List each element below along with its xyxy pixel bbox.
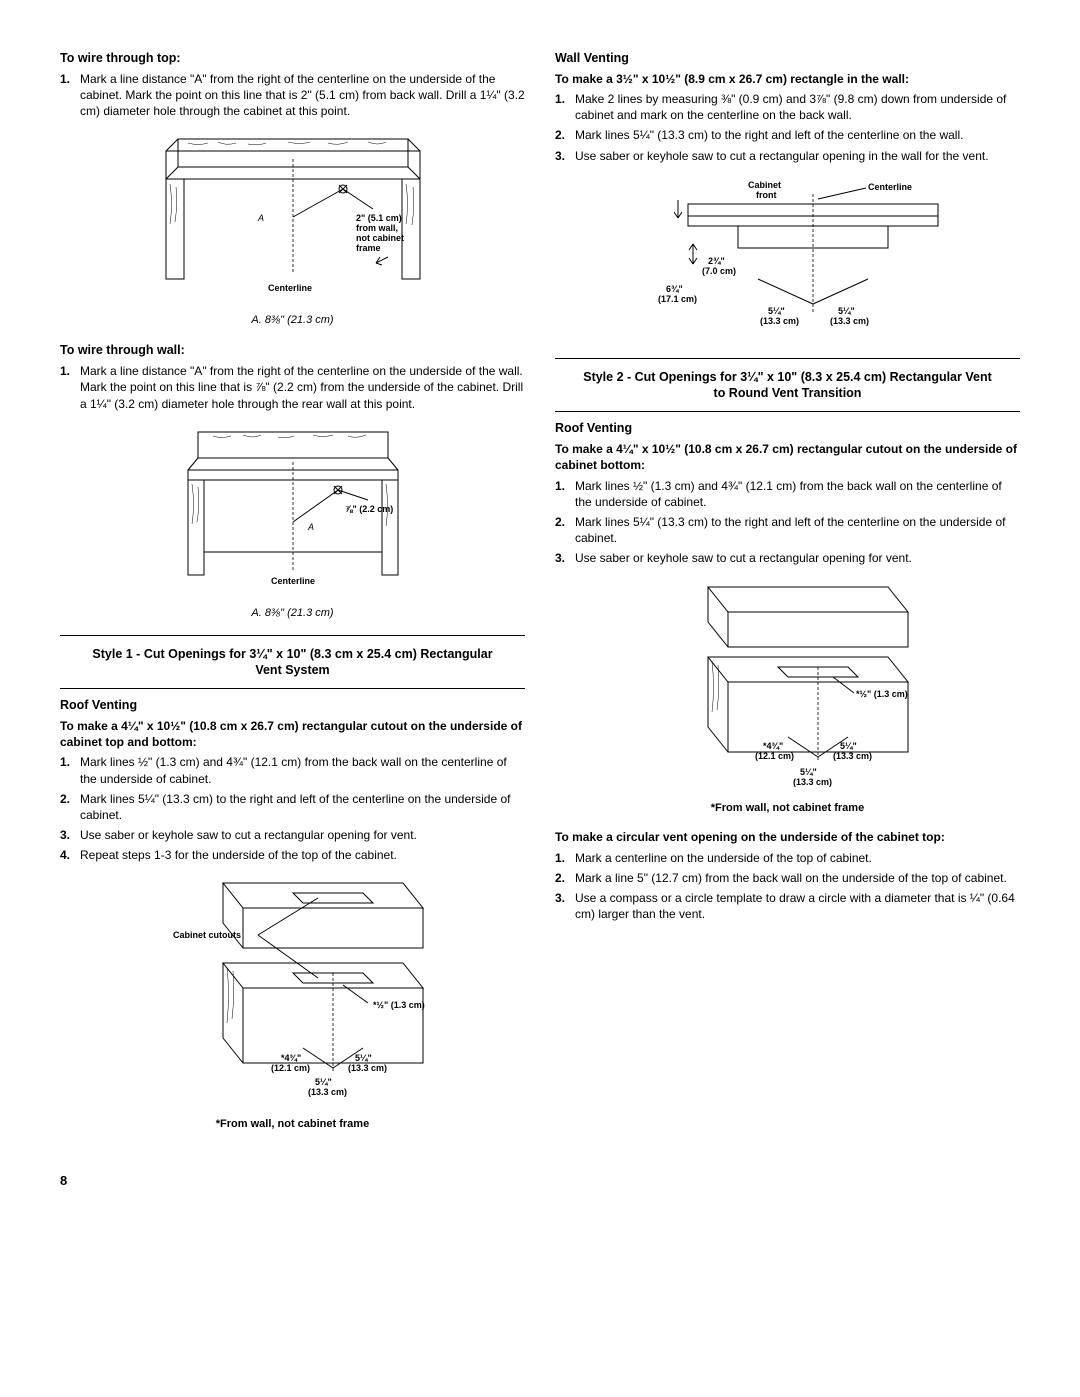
- left-column: To wire through top: 1.Mark a line dista…: [60, 50, 525, 1146]
- subheading-wall: To make a 3½" x 10½" (8.9 cm x 26.7 cm) …: [555, 71, 1020, 87]
- svg-text:Centerline: Centerline: [868, 182, 912, 192]
- svg-text:*½" (1.3 cm): *½" (1.3 cm): [373, 1000, 425, 1010]
- subheading-roof-2: To make a 4¼" x 10½" (10.8 cm x 26.7 cm)…: [555, 441, 1020, 473]
- svg-text:6¾": 6¾": [666, 284, 683, 294]
- heading-wire-wall: To wire through wall:: [60, 342, 525, 359]
- svg-text:5¼": 5¼": [315, 1077, 332, 1087]
- diagram-wire-top: A 2" (5.1 cm) from wall, not cabinet fra…: [60, 129, 525, 328]
- style1-heading: Style 1 - Cut Openings for 3¼" x 10" (8.…: [88, 646, 497, 679]
- steps-wall-vent: 1.Make 2 lines by measuring ⅜" (0.9 cm) …: [555, 91, 1020, 164]
- svg-text:*4¾": *4¾": [763, 741, 783, 751]
- steps-roof-2: 1.Mark lines ½" (1.3 cm) and 4¾" (12.1 c…: [555, 478, 1020, 567]
- style2-heading: Style 2 - Cut Openings for 3¼" x 10" (8.…: [583, 369, 992, 402]
- svg-text:(13.3 cm): (13.3 cm): [308, 1087, 347, 1097]
- svg-text:(17.1 cm): (17.1 cm): [658, 294, 697, 304]
- svg-text:5¼": 5¼": [355, 1053, 372, 1063]
- svg-text:frame: frame: [356, 243, 381, 253]
- heading-roof-venting-1: Roof Venting: [60, 697, 525, 714]
- heading-wall-venting: Wall Venting: [555, 50, 1020, 67]
- svg-text:Cabinet cutouts: Cabinet cutouts: [173, 930, 241, 940]
- subheading-roof-1: To make a 4¼" x 10½" (10.8 cm x 26.7 cm)…: [60, 718, 525, 750]
- svg-text:*4¾": *4¾": [281, 1053, 301, 1063]
- svg-text:⅞" (2.2 cm): ⅞" (2.2 cm): [345, 504, 393, 514]
- divider: [555, 411, 1020, 412]
- heading-roof-venting-2: Roof Venting: [555, 420, 1020, 437]
- subheading-circular: To make a circular vent opening on the u…: [555, 829, 1020, 845]
- svg-text:from wall,: from wall,: [356, 223, 398, 233]
- divider: [555, 358, 1020, 359]
- svg-text:5¼": 5¼": [800, 767, 817, 777]
- steps-wire-wall: 1.Mark a line distance "A" from the righ…: [60, 363, 525, 412]
- svg-text:(7.0 cm): (7.0 cm): [702, 266, 736, 276]
- svg-text:(12.1 cm): (12.1 cm): [271, 1063, 310, 1073]
- svg-text:5¼": 5¼": [840, 741, 857, 751]
- heading-wire-top: To wire through top:: [60, 50, 525, 67]
- svg-text:2¾": 2¾": [708, 256, 725, 266]
- divider: [60, 635, 525, 636]
- svg-text:(13.3 cm): (13.3 cm): [348, 1063, 387, 1073]
- diagram-wall-vent: Centerline Cabinet front 2¾" (7.0 cm) 6¾…: [555, 174, 1020, 344]
- svg-text:Centerline: Centerline: [271, 576, 315, 586]
- svg-text:2" (5.1 cm): 2" (5.1 cm): [356, 213, 402, 223]
- svg-text:Centerline: Centerline: [268, 283, 312, 293]
- svg-text:*½" (1.3 cm): *½" (1.3 cm): [856, 689, 908, 699]
- svg-text:(13.3 cm): (13.3 cm): [830, 316, 869, 326]
- svg-text:front: front: [756, 190, 777, 200]
- label-A: A: [257, 213, 264, 223]
- step-text: Mark a line distance "A" from the right …: [80, 71, 525, 120]
- svg-text:A: A: [307, 522, 314, 532]
- diagram-cabinet-cutouts: Cabinet cutouts *½" (1.3 cm) *4¾" (12.1 …: [60, 873, 525, 1132]
- svg-text:(13.3 cm): (13.3 cm): [760, 316, 799, 326]
- caption-d3: *From wall, not cabinet frame: [60, 1117, 525, 1132]
- divider: [60, 688, 525, 689]
- svg-text:(13.3 cm): (13.3 cm): [793, 777, 832, 787]
- diagram-wire-wall: A ⅞" (2.2 cm) Centerline A. 8⅜" (21.3 cm…: [60, 422, 525, 621]
- step-num: 1.: [60, 71, 80, 120]
- svg-text:5¼": 5¼": [768, 306, 785, 316]
- caption-d1: A. 8⅜" (21.3 cm): [60, 313, 525, 328]
- svg-text:(13.3 cm): (13.3 cm): [833, 751, 872, 761]
- steps-circular: 1.Mark a centerline on the underside of …: [555, 850, 1020, 923]
- right-column: Wall Venting To make a 3½" x 10½" (8.9 c…: [555, 50, 1020, 1146]
- svg-text:not cabinet: not cabinet: [356, 233, 404, 243]
- svg-text:Cabinet: Cabinet: [748, 180, 781, 190]
- svg-text:5¼": 5¼": [838, 306, 855, 316]
- caption-d2: A. 8⅜" (21.3 cm): [60, 606, 525, 621]
- diagram-roof-2: *½" (1.3 cm) *4¾" (12.1 cm) 5¼" (13.3 cm…: [555, 577, 1020, 816]
- caption-roof2: *From wall, not cabinet frame: [555, 801, 1020, 816]
- page-number: 8: [60, 1172, 1020, 1190]
- steps-wire-top: 1.Mark a line distance "A" from the righ…: [60, 71, 525, 120]
- svg-text:(12.1 cm): (12.1 cm): [755, 751, 794, 761]
- steps-roof-1: 1.Mark lines ½" (1.3 cm) and 4¾" (12.1 c…: [60, 754, 525, 863]
